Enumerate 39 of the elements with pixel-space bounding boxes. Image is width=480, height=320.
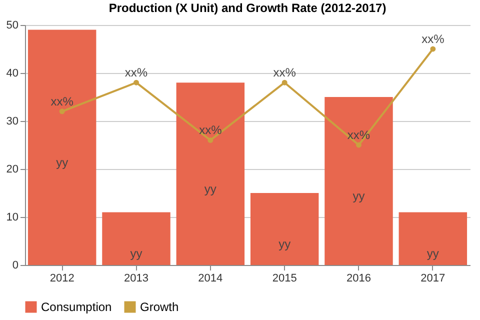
x-tick-label: 2017 bbox=[420, 272, 446, 284]
data-label: yy bbox=[204, 182, 216, 196]
y-tick-label: 0 bbox=[12, 260, 18, 272]
point bbox=[356, 142, 362, 148]
data-label: yy bbox=[278, 237, 291, 251]
data-label: xx% bbox=[273, 66, 296, 80]
bar bbox=[250, 193, 319, 265]
y-tick-label: 50 bbox=[6, 20, 18, 32]
data-label: xx% bbox=[347, 128, 370, 142]
point bbox=[59, 108, 65, 114]
legend-label: Growth bbox=[140, 300, 179, 314]
bar bbox=[28, 30, 96, 265]
y-tick-label: 20 bbox=[6, 164, 18, 176]
bar bbox=[398, 212, 468, 265]
data-label: yy bbox=[56, 155, 68, 170]
bar bbox=[102, 212, 170, 265]
y-tick-label: 40 bbox=[6, 68, 18, 80]
chart-title: Production (X Unit) and Growth Rate (2012-2017) bbox=[108, 1, 386, 15]
data-label: xx% bbox=[50, 94, 74, 108]
point bbox=[208, 137, 214, 143]
point bbox=[430, 46, 436, 52]
x-tick-label: 2014 bbox=[198, 272, 223, 284]
y-tick-label: 10 bbox=[6, 212, 18, 224]
legend-label: Consumption bbox=[41, 300, 112, 314]
y-tick-label: 30 bbox=[6, 116, 18, 128]
x-tick-label: 2013 bbox=[124, 272, 148, 284]
x-tick-label: 2012 bbox=[50, 272, 74, 284]
x-tick-label: 2015 bbox=[272, 272, 297, 284]
data-label: xx% bbox=[422, 32, 445, 46]
data-label: xx% bbox=[124, 66, 148, 80]
point bbox=[134, 80, 139, 86]
bar bbox=[176, 82, 245, 265]
x-tick-label: 2016 bbox=[346, 272, 371, 284]
bar bbox=[324, 97, 393, 265]
data-label: yy bbox=[130, 246, 142, 261]
data-label: yy bbox=[426, 246, 439, 261]
data-label: yy bbox=[352, 189, 365, 203]
point bbox=[282, 80, 288, 86]
data-label: xx% bbox=[199, 123, 222, 138]
